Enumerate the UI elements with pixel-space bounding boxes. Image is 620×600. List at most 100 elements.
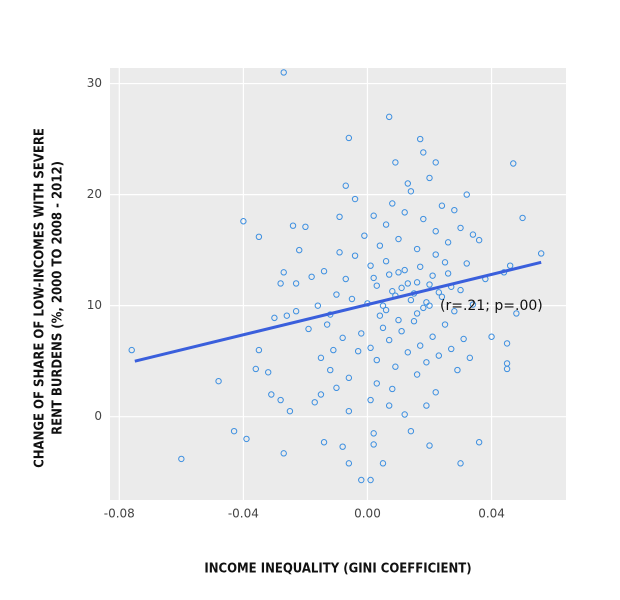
point (339, 334, 346, 342)
point (382, 221, 390, 228)
point (420, 149, 427, 156)
y-tick-label: 10 (87, 298, 102, 312)
point (342, 275, 349, 283)
point (367, 396, 374, 404)
point (420, 215, 427, 223)
point (255, 346, 263, 354)
point (395, 316, 402, 324)
point (435, 289, 443, 296)
point (271, 314, 278, 322)
point (280, 69, 287, 76)
point (370, 441, 377, 448)
point (410, 318, 418, 325)
point (457, 460, 464, 467)
x-tick-label: -0.08 (104, 507, 135, 521)
point (379, 324, 387, 332)
point (413, 245, 421, 253)
point (292, 280, 300, 287)
x-tick-label: 0.00 (354, 507, 381, 521)
point (379, 302, 387, 309)
point (510, 160, 517, 167)
point (413, 310, 421, 317)
point (404, 349, 411, 356)
point (345, 134, 353, 142)
point (395, 235, 402, 243)
point (277, 396, 284, 404)
point (469, 301, 477, 308)
y-tick-label: 20 (87, 187, 102, 201)
point (345, 407, 353, 415)
point (327, 366, 334, 374)
point (385, 271, 393, 278)
point (413, 371, 421, 378)
point (404, 180, 411, 187)
point (503, 360, 511, 367)
point (370, 430, 377, 437)
point (460, 335, 467, 343)
point (389, 385, 396, 393)
point (308, 273, 315, 280)
point (395, 269, 402, 276)
point (286, 407, 294, 415)
point (423, 359, 430, 366)
x-tick-label: -0.04 (228, 507, 259, 521)
point (382, 258, 390, 265)
point (451, 308, 458, 315)
point (407, 188, 415, 195)
point (367, 344, 374, 352)
point (376, 242, 384, 249)
point (401, 411, 408, 418)
point (370, 274, 377, 282)
trend-line (134, 260, 542, 363)
point (438, 202, 446, 209)
point (330, 346, 337, 354)
point (345, 374, 353, 382)
point (289, 222, 297, 229)
point (457, 286, 464, 294)
point (389, 200, 396, 207)
point (432, 251, 439, 258)
point (429, 272, 436, 279)
point (317, 391, 325, 398)
point (342, 182, 349, 189)
point (296, 246, 303, 254)
point (348, 295, 356, 303)
point (488, 333, 495, 340)
point (398, 284, 405, 292)
point (385, 113, 393, 121)
point (336, 213, 343, 221)
point (336, 249, 343, 256)
point (311, 399, 318, 406)
x-tick-label: 0.04 (478, 507, 505, 521)
point (513, 310, 520, 317)
point (401, 266, 408, 274)
point (354, 347, 362, 355)
point (413, 279, 421, 286)
point (373, 282, 380, 289)
point (407, 427, 415, 435)
point (429, 333, 436, 340)
point (475, 439, 483, 446)
point (323, 321, 331, 328)
point (417, 135, 424, 143)
plot-background (110, 68, 566, 500)
x-axis-label: INCOME INEQUALITY (GINI COEFFICIENT) (204, 562, 471, 577)
point (373, 380, 380, 387)
point (432, 159, 439, 166)
point (376, 312, 384, 319)
point (358, 330, 365, 337)
point (358, 476, 365, 484)
point (351, 195, 359, 203)
point (432, 228, 439, 235)
point (423, 402, 430, 409)
point (389, 288, 396, 295)
point (441, 259, 449, 266)
point (345, 460, 353, 467)
point (469, 231, 477, 238)
point (420, 304, 427, 312)
point (255, 233, 263, 241)
point (519, 214, 526, 222)
point (444, 270, 452, 277)
point (361, 232, 368, 239)
point (417, 342, 424, 349)
